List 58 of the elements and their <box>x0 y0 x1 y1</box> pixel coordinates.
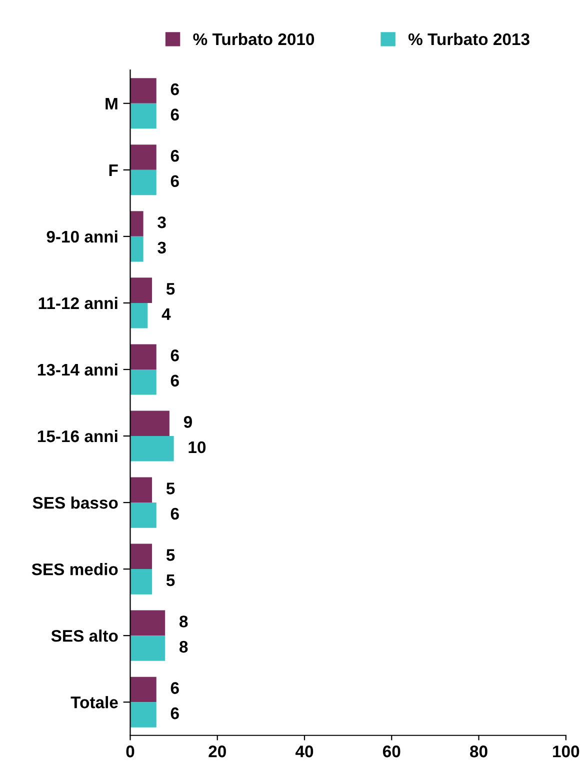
x-tick-label: 60 <box>382 746 400 758</box>
bar <box>130 676 156 702</box>
data-label: 3 <box>158 216 166 228</box>
x-tick-label: 20 <box>208 746 226 758</box>
data-label: 3 <box>158 242 166 254</box>
data-label: 10 <box>188 441 206 454</box>
bar <box>130 610 166 636</box>
x-tick-label: 100 <box>553 746 580 758</box>
data-label: 6 <box>170 707 179 720</box>
bar <box>130 436 174 462</box>
bar <box>130 103 156 129</box>
data-label: 6 <box>170 350 179 362</box>
bar <box>130 569 152 594</box>
bar <box>130 477 152 503</box>
bar <box>130 170 156 196</box>
data-label: 4 <box>162 308 171 320</box>
data-label: 6 <box>170 508 179 520</box>
y-tick-label: SES medio <box>32 563 118 576</box>
bar <box>130 302 148 328</box>
bar <box>130 369 156 395</box>
bar <box>130 78 156 104</box>
data-label: 5 <box>166 283 175 295</box>
data-label: 6 <box>170 150 179 162</box>
data-label: 6 <box>170 374 179 387</box>
data-label: 5 <box>166 574 175 586</box>
data-label: 6 <box>170 682 179 694</box>
bar <box>130 236 144 262</box>
y-tick-label: M <box>106 98 118 110</box>
y-tick-label: SES alto <box>51 630 118 642</box>
data-label: 8 <box>180 616 188 628</box>
x-tick-label: 0 <box>126 746 134 758</box>
bar <box>130 544 152 570</box>
x-tick-label: 80 <box>470 746 488 758</box>
bar <box>130 410 170 436</box>
data-label: 8 <box>180 640 188 653</box>
y-tick-label: SES basso <box>32 496 118 509</box>
y-tick-label: Totale <box>70 696 118 708</box>
bar <box>130 211 144 236</box>
bar <box>130 636 166 661</box>
legend-label: % Turbato 2013 <box>408 32 530 46</box>
y-tick-label: 11-12 anni <box>38 296 118 310</box>
legend-label: % Turbato 2010 <box>193 32 314 46</box>
data-label: 6 <box>170 108 179 120</box>
bar <box>130 502 156 528</box>
bar <box>130 702 156 728</box>
bar <box>130 344 156 370</box>
data-label: 6 <box>170 175 179 188</box>
x-tick-label: 40 <box>295 746 314 758</box>
y-tick-label: 13-14 anni <box>38 363 118 376</box>
data-label: 6 <box>170 83 179 96</box>
y-tick-label: F <box>109 164 118 176</box>
data-label: 5 <box>166 549 175 561</box>
bar <box>130 278 152 303</box>
bar <box>130 144 156 170</box>
data-label: 5 <box>166 482 175 494</box>
y-tick-label: 9-10 anni <box>46 230 118 243</box>
data-label: 9 <box>184 416 192 428</box>
y-tick-label: 15-16 anni <box>38 430 118 442</box>
